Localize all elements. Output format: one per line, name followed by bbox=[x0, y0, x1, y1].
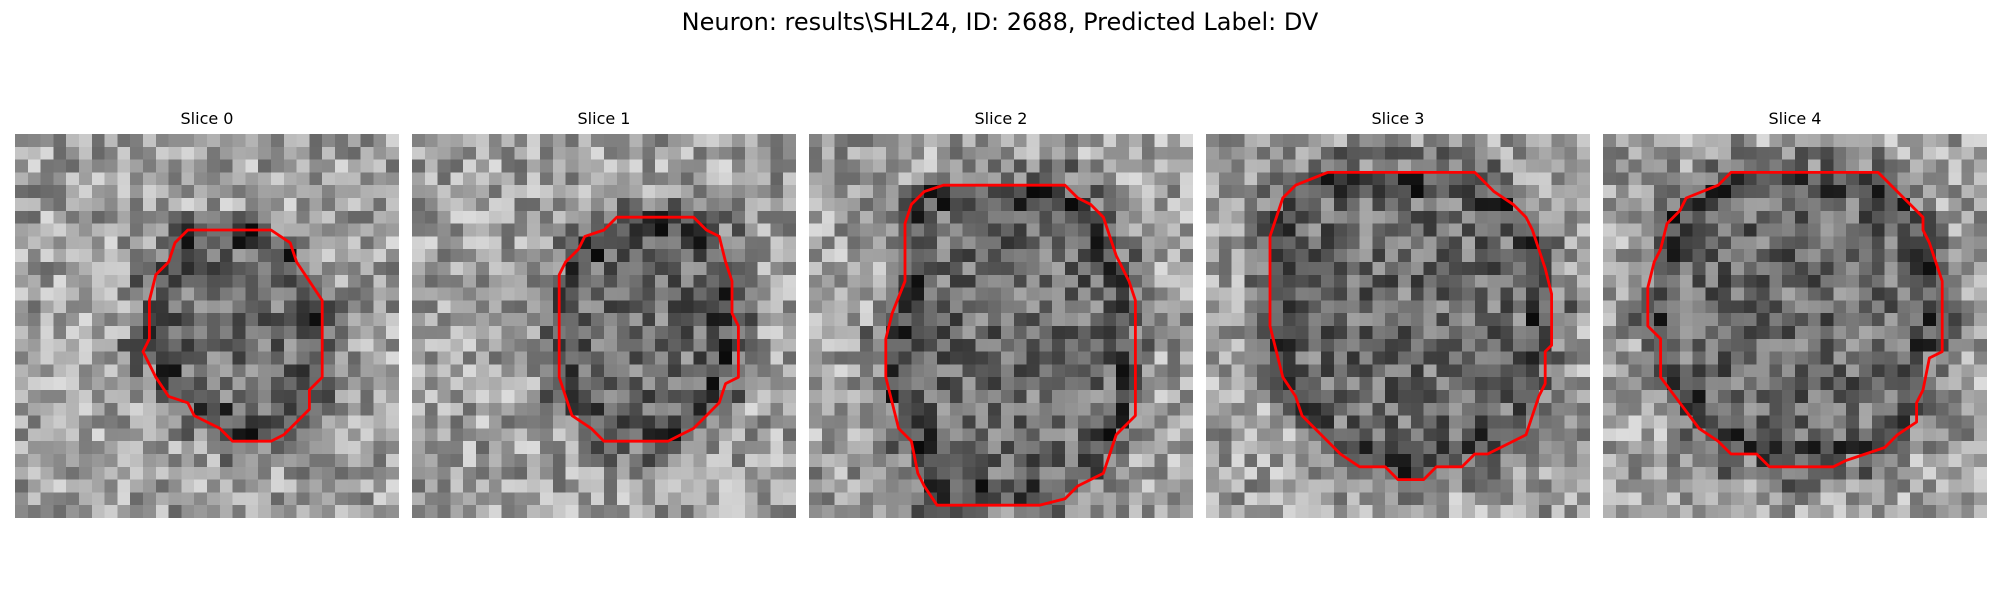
pixel-grid bbox=[15, 134, 399, 518]
figure-title: Neuron: results\SHL24, ID: 2688, Predict… bbox=[681, 8, 1319, 36]
roi-contour bbox=[141, 228, 324, 443]
slice-image-2 bbox=[809, 134, 1193, 518]
slice-image-1 bbox=[412, 134, 796, 518]
pixel-grid bbox=[1603, 134, 1987, 518]
roi-contour bbox=[884, 183, 1137, 507]
slice-title-0: Slice 0 bbox=[180, 109, 234, 128]
slice-title-2: Slice 2 bbox=[974, 109, 1028, 128]
roi-contour bbox=[1646, 170, 1944, 469]
slice-image-3 bbox=[1206, 134, 1590, 518]
slice-image-4 bbox=[1603, 134, 1987, 518]
pixel-grid bbox=[412, 134, 796, 518]
slice-title-3: Slice 3 bbox=[1371, 109, 1425, 128]
roi-contour bbox=[557, 215, 740, 443]
slice-image-0 bbox=[15, 134, 399, 518]
pixel-grid bbox=[809, 134, 1193, 518]
pixel-grid bbox=[1206, 134, 1590, 518]
roi-contour bbox=[1268, 170, 1554, 482]
slice-title-4: Slice 4 bbox=[1768, 109, 1822, 128]
slice-title-1: Slice 1 bbox=[577, 109, 631, 128]
